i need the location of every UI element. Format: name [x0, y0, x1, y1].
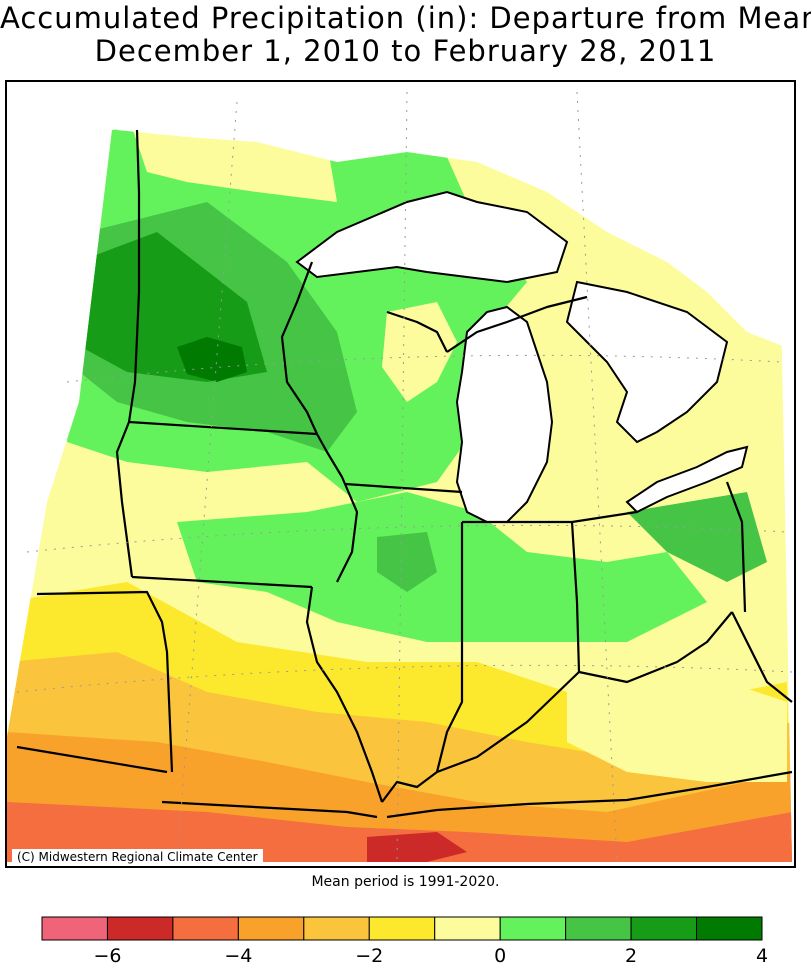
grid-lon-1 [176, 101, 238, 863]
legend-bin-3 [237, 916, 305, 941]
legend-bin-2 [172, 916, 239, 941]
legend-bin-5 [368, 916, 436, 941]
great-lakes [295, 190, 749, 523]
border-wi-mi [386, 310, 448, 353]
legend-tick-label: 4 [756, 945, 768, 967]
legend-bin-9 [630, 916, 698, 941]
legend-tick-label: −6 [93, 945, 121, 967]
lake-erie [625, 445, 749, 514]
legend-bin-1 [106, 916, 174, 941]
credit-label: (C) Midwestern Regional Climate Center [12, 849, 263, 866]
border-mn-ia [128, 420, 318, 436]
field-medgreen-illinois [377, 532, 437, 592]
legend-bin-6 [434, 916, 501, 941]
border-mn-nd [127, 129, 141, 423]
legend-tick-label: −2 [355, 945, 383, 967]
lake-superior [295, 190, 569, 284]
border-ia-il [316, 433, 359, 583]
border-ohio-river [436, 611, 733, 774]
border-mississippi-south [381, 771, 438, 803]
field-red-south [367, 832, 467, 862]
precipitation-map [5, 80, 796, 868]
legend-bin-7 [499, 916, 567, 941]
legend-tick-label: −4 [224, 945, 252, 967]
border-ia-mo [131, 575, 313, 589]
border-in-oh [570, 521, 581, 673]
legend-bin-8 [565, 916, 632, 941]
legend-bin-10 [696, 916, 763, 941]
latlon-grid [16, 91, 793, 863]
legend-tick-label: 0 [494, 945, 506, 967]
color-legend: −6 −4 −2 0 2 4 [41, 916, 768, 967]
border-ne-ks [36, 590, 174, 773]
field-yellow-wisconsin [382, 302, 457, 402]
border-oh-pa [725, 481, 747, 613]
border-sd-ia [115, 421, 134, 578]
border-wi-il [344, 482, 463, 494]
border-mo-ar [161, 800, 378, 819]
border-ky-tn [386, 770, 793, 819]
map-canvas [7, 82, 794, 863]
legend-bin-0 [41, 916, 108, 941]
map-title: Accumulated Precipitation (in): Departur… [0, 1, 811, 35]
grid-lat-1 [26, 524, 788, 553]
border-mn-wi [280, 261, 319, 435]
border-wv [731, 611, 793, 703]
border-il-mo [305, 586, 384, 803]
field-medgreen-ohio [627, 492, 767, 582]
border-in-mi [462, 510, 638, 524]
border-il-in [435, 522, 464, 773]
field-darkest-green [177, 337, 247, 382]
legend-tick-label: 2 [625, 945, 637, 967]
state-borders [16, 129, 793, 819]
legend-ticks: −6 −4 −2 0 2 4 [93, 945, 768, 967]
field-deeporange-south [7, 802, 792, 862]
field-paleyellow-kentucky [567, 662, 787, 782]
border-mi-peninsula [446, 295, 588, 353]
map-date-range: December 1, 2010 to February 28, 2011 [94, 34, 717, 68]
border-ks-ok [16, 745, 168, 774]
legend-bin-4 [303, 916, 370, 941]
legend-bars [41, 916, 763, 941]
canada-area [112, 82, 794, 351]
mean-period-note: Mean period is 1991-2020. [311, 874, 500, 890]
